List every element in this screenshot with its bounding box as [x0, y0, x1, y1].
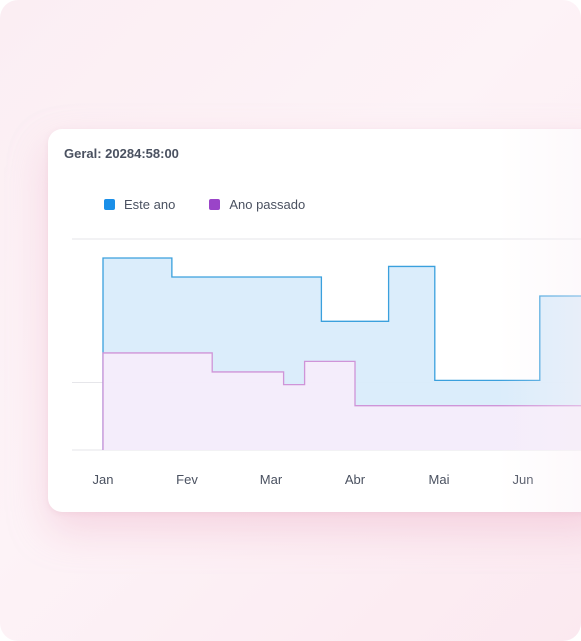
- step-area-chart: Jan Fev Mar Abr Mai Jun: [72, 238, 581, 487]
- x-tick-label-abr: Abr: [345, 472, 366, 487]
- series-line-ano-passado: [102, 352, 581, 450]
- legend-label-ano-passado: Ano passado: [229, 197, 306, 212]
- x-tick-label-jan: Jan: [93, 472, 114, 487]
- legend-swatch-ano-passado: [209, 199, 221, 210]
- area-fill-ano-passado: [103, 352, 581, 450]
- chart-legend: Este ano Ano passado: [104, 197, 339, 212]
- x-tick-label-mai: Mai: [429, 472, 450, 487]
- legend-item-ano-passado[interactable]: Ano passado: [209, 197, 305, 212]
- x-tick-label-mar: Mar: [260, 472, 283, 487]
- x-tick-label-jun: Jun: [513, 472, 534, 487]
- chart-title: Geral: 20284:58:00: [64, 146, 179, 161]
- chart-card: Geral: 20284:58:00 Este ano Ano passado …: [48, 129, 581, 512]
- x-tick-label-fev: Fev: [176, 472, 198, 487]
- legend-label-este-ano: Este ano: [124, 197, 176, 212]
- legend-swatch-este-ano: [104, 199, 115, 210]
- legend-item-este-ano[interactable]: Este ano: [104, 197, 175, 212]
